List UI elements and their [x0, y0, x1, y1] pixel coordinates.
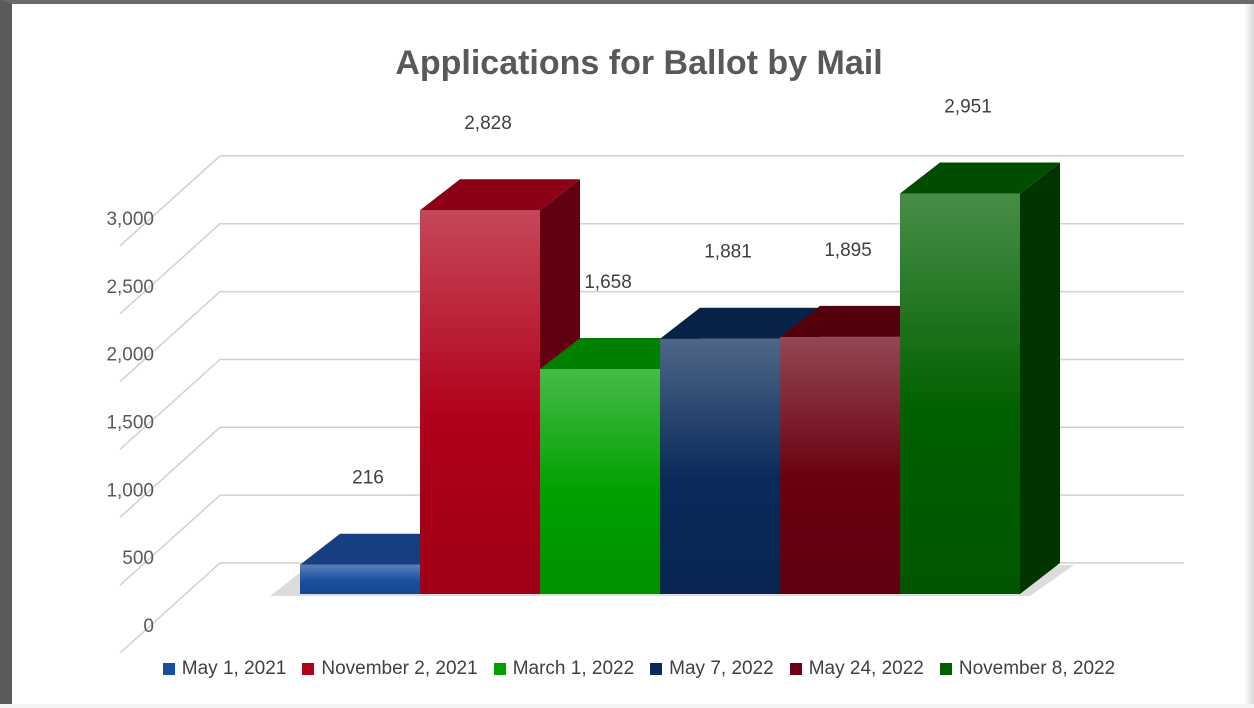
legend-swatch — [789, 663, 802, 675]
legend-item: November 8, 2022 — [939, 658, 1116, 680]
bar-top-face — [660, 307, 820, 339]
legend-item: May 24, 2022 — [789, 658, 924, 680]
gridline — [119, 223, 1184, 315]
data-label: 216 — [352, 468, 384, 489]
chart-legend: May 1, 2021 November 2, 2021 March 1, 2022… — [12, 658, 1254, 680]
legend-label: May 1, 2021 — [181, 658, 287, 679]
data-label: 1,881 — [704, 242, 752, 263]
legend-item: March 1, 2022 — [493, 658, 635, 680]
legend-item: May 7, 2022 — [650, 658, 774, 680]
legend-swatch — [650, 663, 663, 675]
bar-front-face — [660, 338, 780, 594]
bar-front-face — [540, 369, 660, 594]
bar-6 — [900, 162, 1060, 594]
y-tick-label: 3,000 — [106, 209, 154, 230]
data-label: 2,951 — [944, 97, 992, 118]
bar-chart: 0 500 1,000 1,500 2,000 2,500 3,000 216 2,828 1,6… — [106, 97, 1184, 654]
y-tick-label: 2,000 — [106, 345, 154, 366]
y-tick-label: 1,500 — [106, 412, 154, 433]
legend-item: November 2, 2021 — [302, 658, 478, 680]
legend-swatch — [493, 663, 506, 675]
bar-front-face — [900, 193, 1020, 594]
bar-front-face — [420, 210, 540, 594]
legend-swatch — [302, 663, 315, 675]
bar-top-face — [420, 179, 580, 211]
legend-label: May 24, 2022 — [808, 658, 924, 679]
data-label: 2,828 — [464, 113, 512, 134]
legend-item: May 1, 2021 — [162, 658, 287, 680]
legend-swatch — [939, 663, 952, 675]
y-tick-label: 0 — [143, 616, 154, 637]
legend-label: November 8, 2022 — [958, 658, 1116, 679]
y-tick-label: 1,000 — [106, 480, 154, 501]
data-label: 1,895 — [824, 240, 872, 261]
bar-front-face — [300, 564, 420, 594]
y-tick-label: 2,500 — [106, 277, 154, 298]
gridline — [119, 290, 1184, 383]
chart-title: Applications for Ballot by Mail — [395, 44, 883, 82]
data-label: 1,658 — [584, 272, 632, 293]
legend-label: March 1, 2022 — [512, 658, 635, 679]
bar-top-face — [900, 162, 1060, 194]
legend-label: November 2, 2021 — [321, 658, 478, 679]
bar-side-face — [1020, 162, 1060, 594]
y-tick-label: 500 — [122, 548, 154, 569]
legend-swatch — [162, 663, 175, 675]
gridline — [119, 155, 1184, 247]
bar-front-face — [780, 336, 900, 594]
legend-label: May 7, 2022 — [669, 658, 774, 679]
